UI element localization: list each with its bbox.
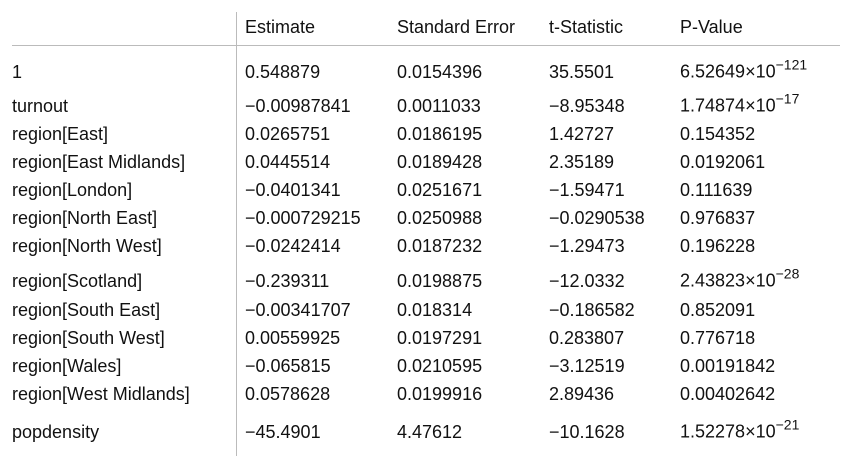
table-cell: 0.0578628 xyxy=(245,384,331,404)
table-cell: 0.852091 xyxy=(680,300,756,320)
table-cell: 0.0187232 xyxy=(397,236,483,256)
row-label: region[East Midlands] xyxy=(12,152,186,172)
mantissa: 1.52278×10 xyxy=(680,421,776,442)
table-cell: 0.0250988 xyxy=(397,208,483,228)
table-cell: 0.0192061 xyxy=(680,152,766,172)
table-cell: −10.1628 xyxy=(549,422,625,442)
table-cell: 0.0210595 xyxy=(397,356,483,376)
row-label: 1 xyxy=(12,62,23,82)
table-cell: 2.35189 xyxy=(549,152,615,172)
table-cell: 1.42727 xyxy=(549,124,615,144)
row-label: region[West Midlands] xyxy=(12,384,190,404)
table-cell: 0.0154396 xyxy=(397,62,483,82)
table-cell: 0.0197291 xyxy=(397,328,483,348)
table-cell: −0.065815 xyxy=(245,356,331,376)
exponent: −28 xyxy=(775,265,800,282)
mantissa: 6.52649×10 xyxy=(680,61,776,82)
table-cell: −0.0401341 xyxy=(245,180,341,200)
table-cell: −1.29473 xyxy=(549,236,625,256)
row-label: region[London] xyxy=(12,180,133,200)
row-label: popdensity xyxy=(12,422,100,442)
table-cell: 0.0011033 xyxy=(397,96,481,116)
table-cell: −12.0332 xyxy=(549,271,625,291)
table-cell: 0.111639 xyxy=(680,180,753,200)
table-cell: 0.0445514 xyxy=(245,152,331,172)
table-cell: 0.196228 xyxy=(680,236,756,256)
exponent: −121 xyxy=(775,56,808,73)
table-cell: 0.0186195 xyxy=(397,124,483,144)
table-cell: 6.52649×10−121 xyxy=(680,57,807,83)
table-cell: −0.00341707 xyxy=(245,300,351,320)
table-cell: 4.47612 xyxy=(397,422,463,442)
table-cell: 1.52278×10−21 xyxy=(680,417,799,443)
table-cell: 0.0251671 xyxy=(397,180,483,200)
table-cell: 0.776718 xyxy=(680,328,756,348)
row-label: region[Wales] xyxy=(12,356,122,376)
row-label: region[South West] xyxy=(12,328,165,348)
table-cell: −0.0290538 xyxy=(549,208,645,228)
header-cell: Standard Error xyxy=(397,17,516,37)
row-label: region[North East] xyxy=(12,208,158,228)
header-cell: Estimate xyxy=(245,17,316,37)
table-cell: 0.0199916 xyxy=(397,384,483,404)
table-cell: 0.154352 xyxy=(680,124,756,144)
table-cell: 0.018314 xyxy=(397,300,473,320)
row-label: region[North West] xyxy=(12,236,162,256)
table-cell: 0.00191842 xyxy=(680,356,776,376)
table-cell: 1.74874×10−17 xyxy=(680,91,799,117)
table-cell: −0.000729215 xyxy=(245,208,361,228)
table-cell: 2.89436 xyxy=(549,384,615,404)
table-cell: 0.0198875 xyxy=(397,271,483,291)
table-cell: 0.548879 xyxy=(245,62,321,82)
column-rule xyxy=(236,12,237,456)
table-cell: −3.12519 xyxy=(549,356,625,376)
table-cell: 0.283807 xyxy=(549,328,625,348)
table-cell: −0.00987841 xyxy=(245,96,351,116)
table-cell: 0.976837 xyxy=(680,208,756,228)
table-cell: 0.00559925 xyxy=(245,328,341,348)
row-label: region[East] xyxy=(12,124,109,144)
row-label: region[Scotland] xyxy=(12,271,143,291)
mantissa: 1.74874×10 xyxy=(680,95,776,116)
table-cell: −0.0242414 xyxy=(245,236,341,256)
table-cell: −0.186582 xyxy=(549,300,635,320)
table-cell: −8.95348 xyxy=(549,96,625,116)
header-cell: P-Value xyxy=(680,17,743,37)
table-cell: 2.43823×10−28 xyxy=(680,266,799,292)
header-cell: t-Statistic xyxy=(549,17,624,37)
table-cell: −1.59471 xyxy=(549,180,625,200)
table-cell: −0.239311 xyxy=(245,271,330,291)
row-label: region[South East] xyxy=(12,300,161,320)
mantissa: 2.43823×10 xyxy=(680,270,776,291)
exponent: −21 xyxy=(775,416,800,433)
table-cell: 35.5501 xyxy=(549,62,615,82)
row-label: turnout xyxy=(12,96,69,116)
table-cell: 0.0265751 xyxy=(245,124,331,144)
header-rule xyxy=(12,45,840,46)
table-cell: −45.4901 xyxy=(245,422,321,442)
exponent: −17 xyxy=(775,90,800,107)
table-cell: 0.0189428 xyxy=(397,152,483,172)
table-cell: 0.00402642 xyxy=(680,384,776,404)
